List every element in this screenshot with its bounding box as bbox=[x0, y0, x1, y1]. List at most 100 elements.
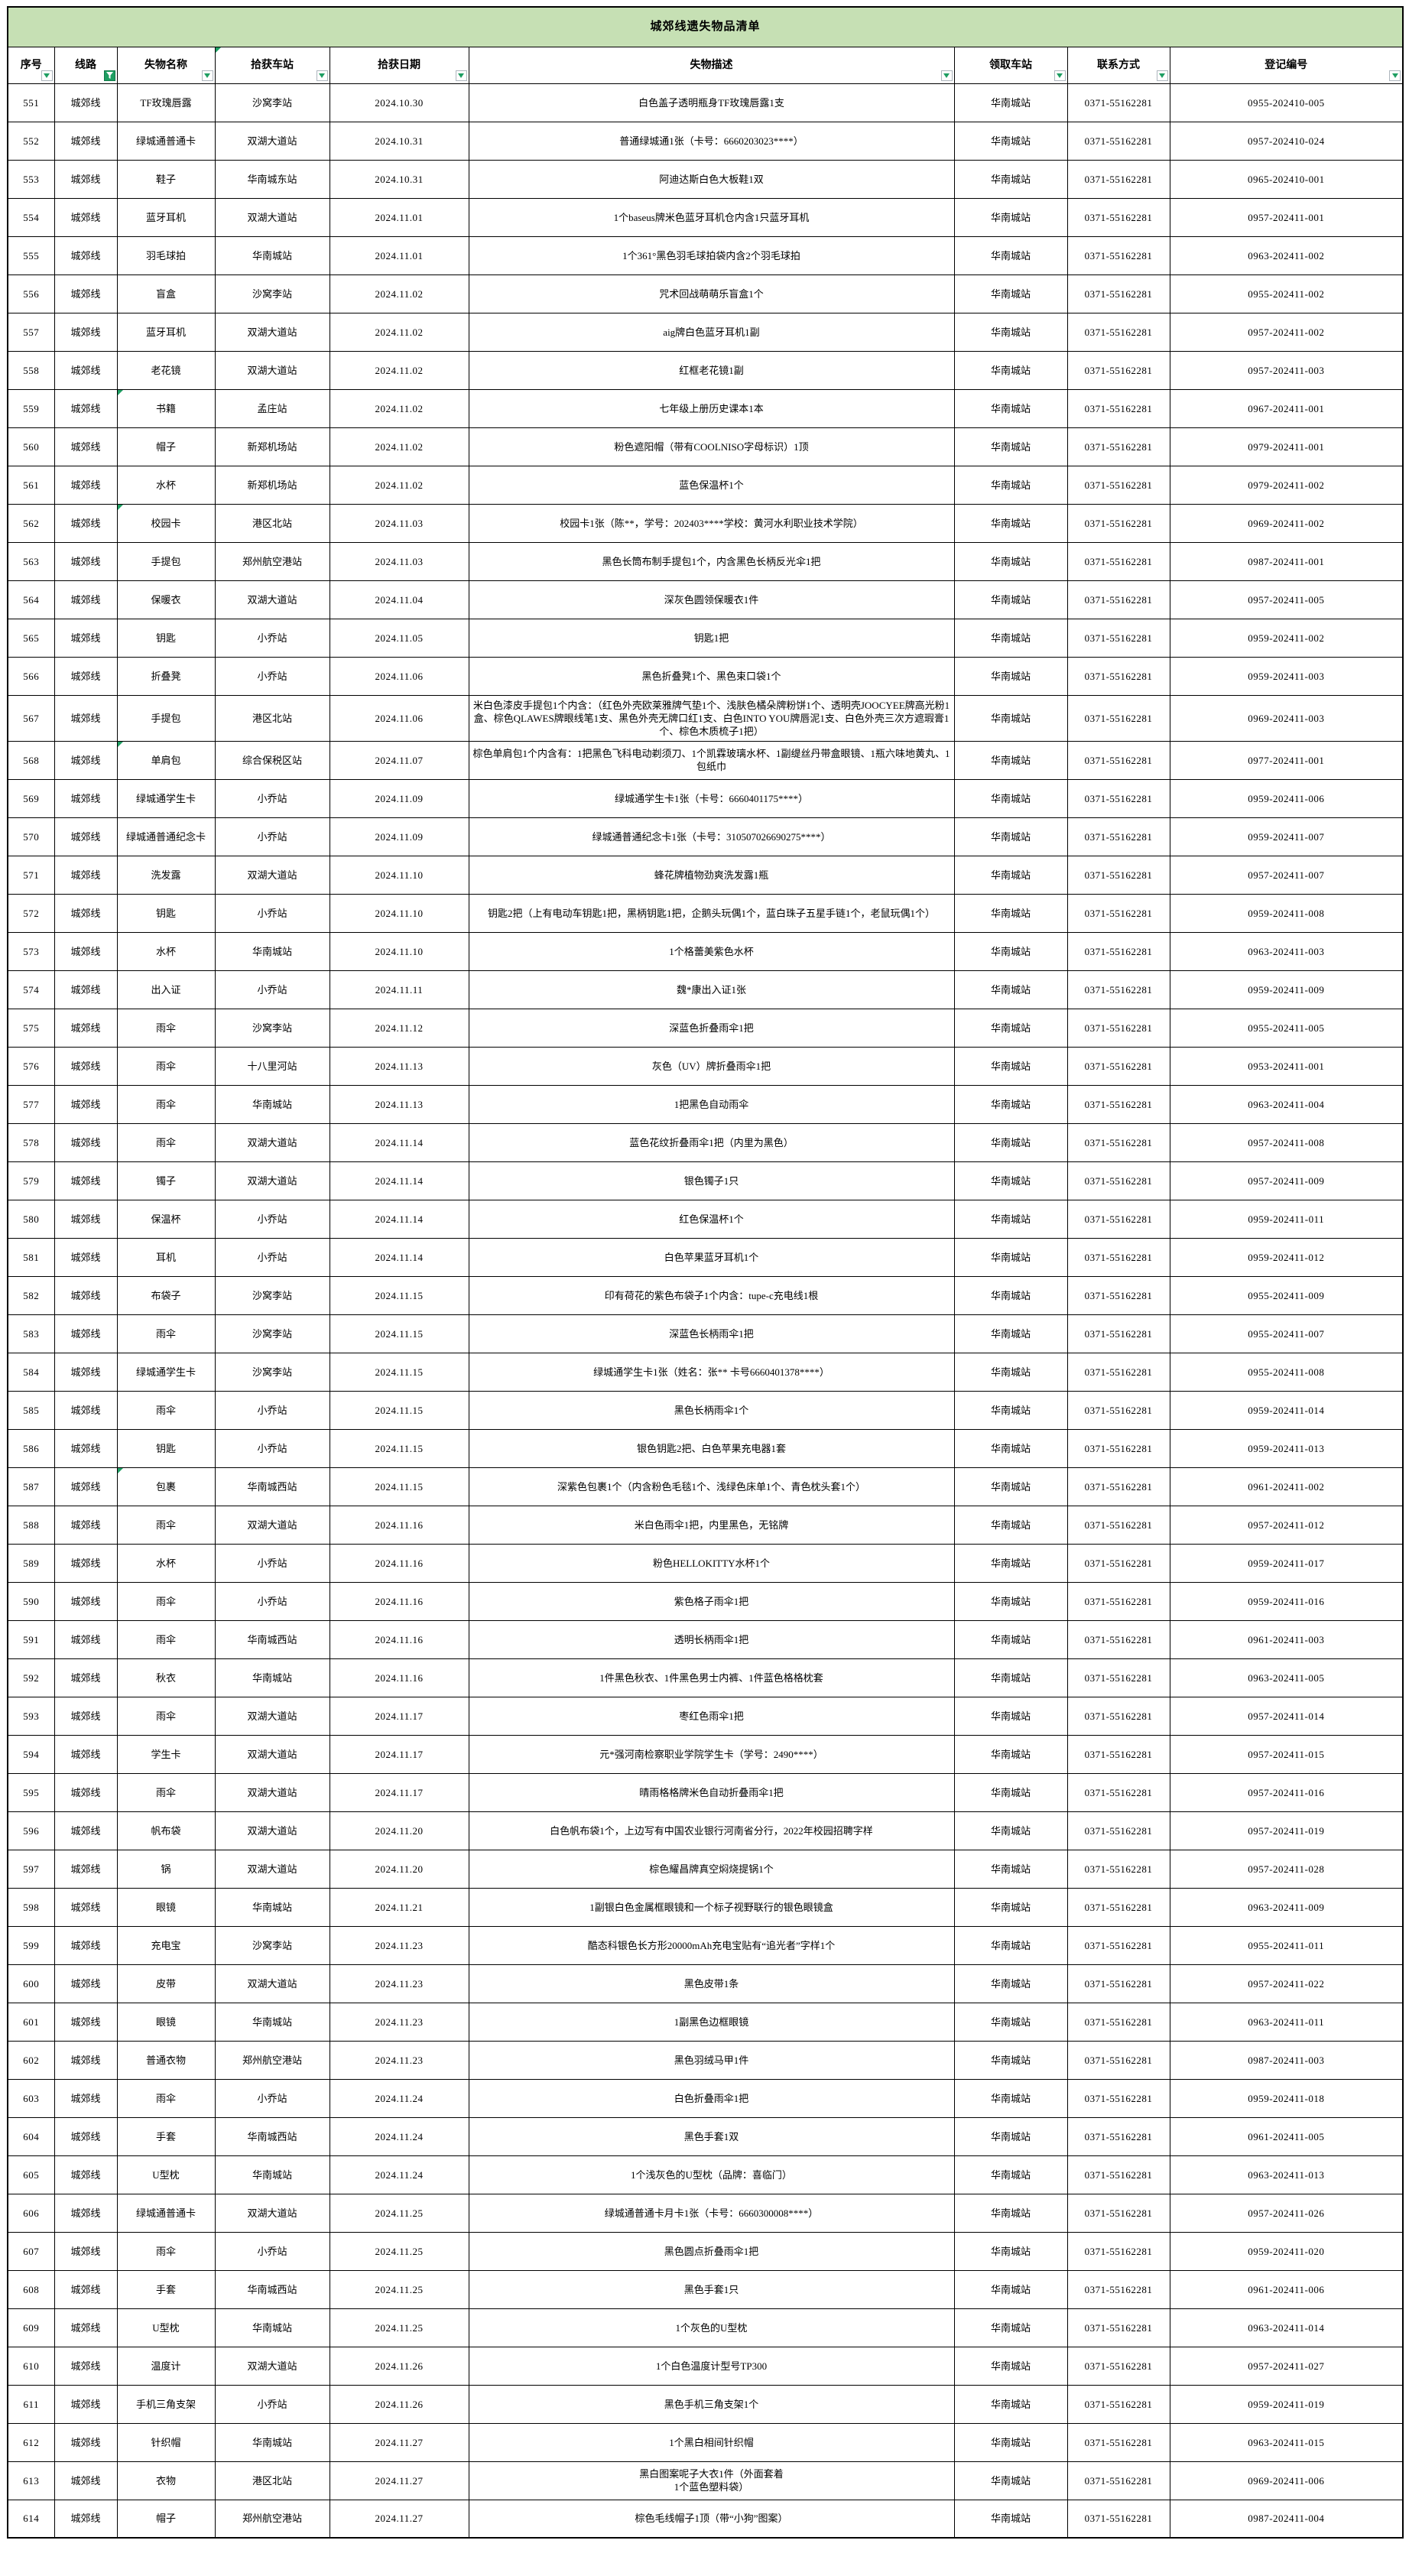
cell-line[interactable]: 城郊线 bbox=[54, 427, 118, 466]
cell-pickup[interactable]: 华南城站 bbox=[953, 83, 1068, 122]
cell-seq[interactable]: 566 bbox=[7, 656, 55, 696]
cell-line[interactable]: 城郊线 bbox=[54, 1122, 118, 1162]
filter-dropdown-icon[interactable] bbox=[1054, 70, 1066, 81]
cell-date[interactable]: 2024.11.06 bbox=[329, 694, 469, 742]
cell-item[interactable]: TF玫瑰唇露 bbox=[116, 83, 216, 122]
cell-item[interactable]: 校园卡 bbox=[116, 503, 216, 543]
cell-station[interactable]: 双湖大道站 bbox=[214, 1505, 330, 1545]
cell-desc[interactable]: 枣红色雨伞1把 bbox=[468, 1696, 955, 1736]
cell-date[interactable]: 2024.11.09 bbox=[329, 817, 469, 856]
cell-pickup[interactable]: 华南城站 bbox=[953, 2193, 1068, 2233]
cell-line[interactable]: 城郊线 bbox=[54, 2461, 118, 2500]
cell-station[interactable]: 港区北站 bbox=[214, 2461, 330, 2500]
cell-item[interactable]: 绿城通普通卡 bbox=[116, 2193, 216, 2233]
cell-item[interactable]: 雨伞 bbox=[116, 1696, 216, 1736]
cell-line[interactable]: 城郊线 bbox=[54, 350, 118, 390]
cell-pickup[interactable]: 华南城站 bbox=[953, 388, 1068, 428]
cell-line[interactable]: 城郊线 bbox=[54, 2078, 118, 2118]
cell-item[interactable]: 洗发露 bbox=[116, 855, 216, 895]
cell-desc[interactable]: 深蓝色长柄雨伞1把 bbox=[468, 1314, 955, 1353]
cell-reg[interactable]: 0959-202411-013 bbox=[1169, 1428, 1404, 1468]
cell-date[interactable]: 2024.11.15 bbox=[329, 1314, 469, 1353]
cell-station[interactable]: 华南城西站 bbox=[214, 1619, 330, 1659]
cell-desc[interactable]: 印有荷花的紫色布袋子1个内含：tupe-c充电线1根 bbox=[468, 1275, 955, 1315]
cell-seq[interactable]: 614 bbox=[7, 2499, 55, 2539]
cell-pickup[interactable]: 华南城站 bbox=[953, 817, 1068, 856]
cell-line[interactable]: 城郊线 bbox=[54, 465, 118, 505]
cell-pickup[interactable]: 华南城站 bbox=[953, 2422, 1068, 2462]
cell-line[interactable]: 城郊线 bbox=[54, 1581, 118, 1621]
cell-pickup[interactable]: 华南城站 bbox=[953, 121, 1068, 161]
cell-station[interactable]: 沙窝李站 bbox=[214, 83, 330, 122]
cell-phone[interactable]: 0371-55162281 bbox=[1066, 1887, 1170, 1927]
cell-item[interactable]: 蓝牙耳机 bbox=[116, 197, 216, 237]
cell-pickup[interactable]: 华南城站 bbox=[953, 2346, 1068, 2386]
cell-station[interactable]: 沙窝李站 bbox=[214, 1352, 330, 1392]
cell-reg[interactable]: 0957-202411-015 bbox=[1169, 1734, 1404, 1774]
cell-pickup[interactable]: 华南城站 bbox=[953, 1964, 1068, 2003]
cell-phone[interactable]: 0371-55162281 bbox=[1066, 1734, 1170, 1774]
cell-pickup[interactable]: 华南城站 bbox=[953, 197, 1068, 237]
cell-item[interactable]: 雨伞 bbox=[116, 2078, 216, 2118]
cell-reg[interactable]: 0957-202411-019 bbox=[1169, 1811, 1404, 1850]
cell-date[interactable]: 2024.11.02 bbox=[329, 350, 469, 390]
cell-pickup[interactable]: 华南城站 bbox=[953, 1658, 1068, 1697]
cell-seq[interactable]: 581 bbox=[7, 1237, 55, 1277]
cell-seq[interactable]: 609 bbox=[7, 2308, 55, 2347]
cell-desc[interactable]: 黑色羽绒马甲1件 bbox=[468, 2040, 955, 2080]
cell-item[interactable]: 出入证 bbox=[116, 970, 216, 1009]
cell-seq[interactable]: 572 bbox=[7, 893, 55, 933]
cell-pickup[interactable]: 华南城站 bbox=[953, 465, 1068, 505]
cell-item[interactable]: 雨伞 bbox=[116, 1772, 216, 1812]
cell-date[interactable]: 2024.11.11 bbox=[329, 970, 469, 1009]
cell-date[interactable]: 2024.11.05 bbox=[329, 618, 469, 658]
cell-line[interactable]: 城郊线 bbox=[54, 1734, 118, 1774]
cell-pickup[interactable]: 华南城站 bbox=[953, 1390, 1068, 1430]
cell-desc[interactable]: 蓝色花纹折叠雨伞1把（内里为黑色） bbox=[468, 1122, 955, 1162]
cell-line[interactable]: 城郊线 bbox=[54, 1849, 118, 1889]
cell-seq[interactable]: 551 bbox=[7, 83, 55, 122]
cell-item[interactable]: 水杯 bbox=[116, 465, 216, 505]
cell-pickup[interactable]: 华南城站 bbox=[953, 1505, 1068, 1545]
cell-reg[interactable]: 0959-202411-017 bbox=[1169, 1543, 1404, 1583]
cell-phone[interactable]: 0371-55162281 bbox=[1066, 2308, 1170, 2347]
cell-date[interactable]: 2024.11.23 bbox=[329, 1964, 469, 2003]
cell-phone[interactable]: 0371-55162281 bbox=[1066, 1237, 1170, 1277]
cell-pickup[interactable]: 华南城站 bbox=[953, 350, 1068, 390]
cell-reg[interactable]: 0969-202411-003 bbox=[1169, 694, 1404, 742]
cell-date[interactable]: 2024.11.15 bbox=[329, 1428, 469, 1468]
cell-seq[interactable]: 586 bbox=[7, 1428, 55, 1468]
cell-date[interactable]: 2024.11.26 bbox=[329, 2384, 469, 2424]
cell-phone[interactable]: 0371-55162281 bbox=[1066, 580, 1170, 619]
cell-date[interactable]: 2024.11.24 bbox=[329, 2155, 469, 2194]
cell-station[interactable]: 沙窝李站 bbox=[214, 1314, 330, 1353]
cell-item[interactable]: 雨伞 bbox=[116, 1390, 216, 1430]
cell-line[interactable]: 城郊线 bbox=[54, 970, 118, 1009]
cell-pickup[interactable]: 华南城站 bbox=[953, 159, 1068, 199]
cell-item[interactable]: 雨伞 bbox=[116, 1122, 216, 1162]
cell-station[interactable]: 综合保税区站 bbox=[214, 740, 330, 780]
cell-item[interactable]: 钥匙 bbox=[116, 1428, 216, 1468]
cell-phone[interactable]: 0371-55162281 bbox=[1066, 1811, 1170, 1850]
cell-item[interactable]: 衣物 bbox=[116, 2461, 216, 2500]
cell-seq[interactable]: 575 bbox=[7, 1008, 55, 1048]
cell-pickup[interactable]: 华南城站 bbox=[953, 1543, 1068, 1583]
cell-date[interactable]: 2024.11.02 bbox=[329, 427, 469, 466]
cell-reg[interactable]: 0959-202411-008 bbox=[1169, 893, 1404, 933]
cell-desc[interactable]: 1副银白色金属框眼镜和一个标子视野联行的银色眼镜盒 bbox=[468, 1887, 955, 1927]
cell-desc[interactable]: 1把黑色自动雨伞 bbox=[468, 1084, 955, 1124]
cell-line[interactable]: 城郊线 bbox=[54, 2116, 118, 2156]
cell-phone[interactable]: 0371-55162281 bbox=[1066, 1925, 1170, 1965]
cell-desc[interactable]: 校园卡1张（陈**，学号：202403****学校：黄河水利职业技术学院） bbox=[468, 503, 955, 543]
cell-date[interactable]: 2024.11.16 bbox=[329, 1619, 469, 1659]
cell-reg[interactable]: 0963-202411-013 bbox=[1169, 2155, 1404, 2194]
cell-desc[interactable]: 元*强河南检察职业学院学生卡（学号：2490****） bbox=[468, 1734, 955, 1774]
cell-pickup[interactable]: 华南城站 bbox=[953, 2040, 1068, 2080]
cell-item[interactable]: 温度计 bbox=[116, 2346, 216, 2386]
cell-item[interactable]: 老花镜 bbox=[116, 350, 216, 390]
cell-date[interactable]: 2024.11.23 bbox=[329, 2002, 469, 2042]
cell-line[interactable]: 城郊线 bbox=[54, 1505, 118, 1545]
cell-desc[interactable]: 棕色耀昌牌真空焖烧提锅1个 bbox=[468, 1849, 955, 1889]
cell-pickup[interactable]: 华南城站 bbox=[953, 1428, 1068, 1468]
cell-phone[interactable]: 0371-55162281 bbox=[1066, 121, 1170, 161]
